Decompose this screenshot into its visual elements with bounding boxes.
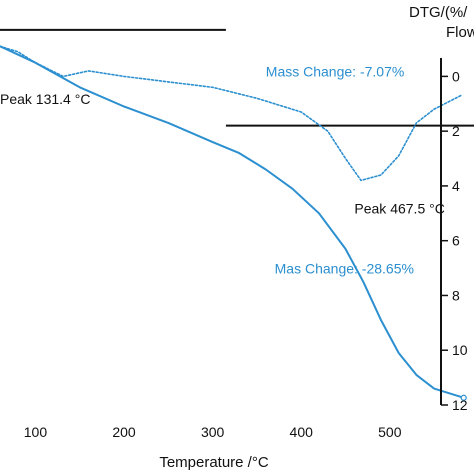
peak-label: Peak 131.4 °C [0, 91, 90, 107]
mass-change-label: Mass Change: -7.07% [266, 63, 405, 79]
peak-label: Peak 467.5 °C [354, 200, 444, 216]
dtg-curve [0, 45, 462, 182]
right-tick-labels: 0 2 4 6 8 10 12 [452, 68, 468, 413]
series-layer [0, 45, 467, 401]
x-tick-label: 200 [112, 424, 136, 440]
right-tick-label: 12 [452, 397, 468, 413]
tg-curve [0, 45, 462, 398]
x-tick-label: 500 [378, 424, 402, 440]
right-tick-label: 4 [452, 178, 460, 194]
right-tick-label: 6 [452, 233, 460, 249]
mass-change-label: Mas Change: -28.65% [275, 261, 414, 277]
right-tick-label: 10 [452, 342, 468, 358]
annotations: Peak 131.4 °C Mass Change: -7.07% Peak 467… [0, 63, 445, 276]
right-tick-label: 0 [452, 68, 460, 84]
right-axis [440, 58, 448, 406]
x-tick-labels: 100 200 300 400 500 [24, 424, 402, 440]
tg-end-marker [460, 394, 467, 401]
right-axis-title-second-line: Flow [446, 24, 474, 41]
right-axis-title: DTG/(%/ [409, 4, 468, 21]
x-tick-label: 300 [201, 424, 225, 440]
right-tick-label: 2 [452, 123, 460, 139]
x-tick-label: 100 [24, 424, 48, 440]
reference-lines [0, 28, 474, 127]
right-tick-label: 8 [452, 287, 460, 303]
x-tick-label: 400 [290, 424, 314, 440]
x-axis-title: Temperature /°C [159, 454, 269, 471]
